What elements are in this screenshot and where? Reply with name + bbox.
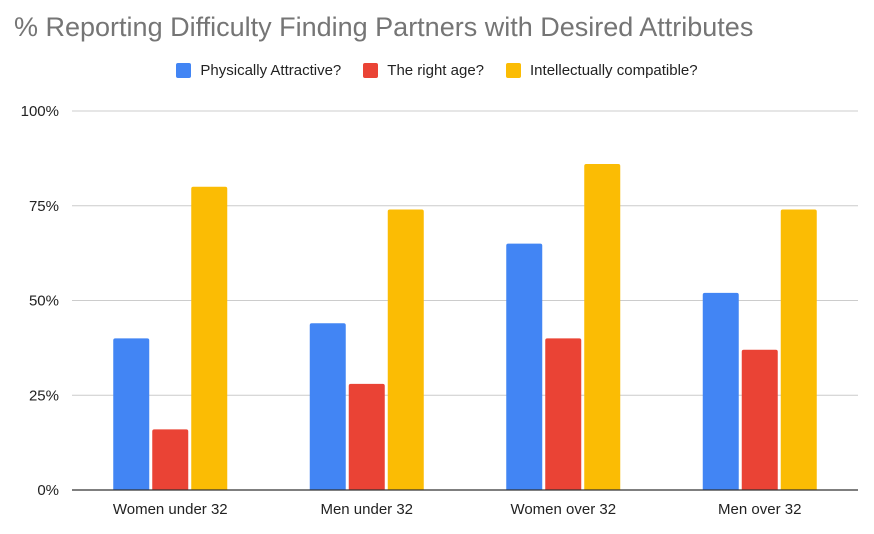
x-tick-label: Women over 32 [510,501,616,518]
y-tick-label: 25% [29,387,59,404]
legend-label: Intellectually compatible? [530,62,698,79]
bar [584,164,621,490]
x-tick-label: Men under 32 [320,501,413,518]
legend-swatch [363,63,379,78]
x-tick-label: Men over 32 [718,501,801,518]
legend-label: The right age? [387,62,485,79]
legend-label: Physically Attractive? [200,62,342,79]
legend-swatch [176,63,192,78]
bar [506,243,543,490]
bar [387,209,424,491]
bar [741,349,778,490]
bar [348,383,385,490]
legend-swatch [506,63,522,78]
bar [113,338,150,490]
legend-item: Physically Attractive? [176,62,341,79]
chart-title: % Reporting Difficulty Finding Partners … [14,12,754,42]
bar [702,292,739,490]
y-tick-label: 0% [37,482,59,499]
bar [545,338,582,490]
legend-item: Intellectually compatible? [506,62,698,79]
bar [191,186,228,491]
y-tick-label: 75% [29,198,59,215]
legend: Physically Attractive? The right age? Inte… [0,62,874,79]
y-tick-label: 100% [21,103,59,120]
x-tick-label: Women under 32 [113,501,228,518]
y-tick-label: 50% [29,293,59,310]
bar [309,323,346,490]
legend-item: The right age? [363,62,484,79]
bar [780,209,817,491]
bar [152,429,189,490]
